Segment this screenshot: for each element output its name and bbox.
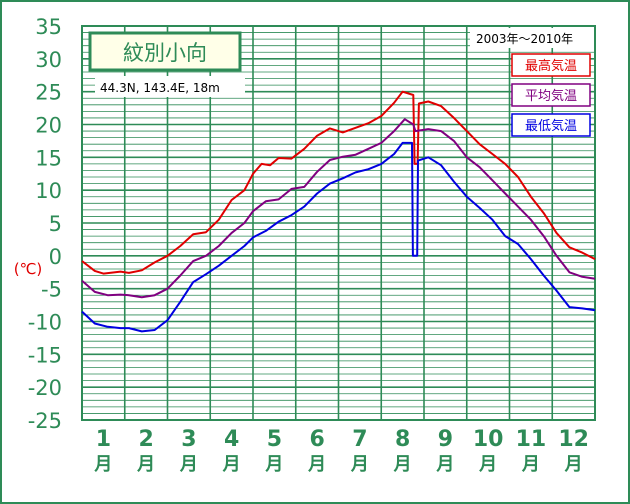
x-tick-month-number: 5: [267, 427, 282, 452]
chart-period: 2003年〜2010年: [476, 32, 573, 46]
y-tick-label: 20: [35, 114, 62, 138]
x-tick-month-number: 1: [96, 427, 111, 452]
y-axis-unit: (℃): [14, 260, 43, 278]
chart-subtitle: 44.3N, 143.4E, 18m: [100, 81, 220, 95]
y-tick-label: 5: [49, 212, 62, 236]
y-tick-label: -20: [28, 376, 62, 400]
legend-box-3: [511, 113, 591, 137]
x-tick-month-unit: 月: [350, 454, 369, 475]
x-tick-month-unit: 月: [136, 454, 155, 475]
subtitle-box: 44.3N, 143.4E, 18m: [95, 76, 245, 97]
x-tick-month-number: 12: [558, 427, 589, 452]
title-box-border: [88, 31, 242, 72]
y-tick-label: 35: [35, 15, 62, 39]
period-box-bg: [470, 28, 594, 48]
x-tick-month-unit: 月: [179, 454, 198, 475]
x-tick-month-unit: 月: [93, 454, 112, 475]
x-tick-month-number: 8: [395, 427, 410, 452]
x-tick-month-number: 6: [309, 427, 324, 452]
y-tick-label: 25: [35, 81, 62, 105]
legend-box-1: [511, 53, 591, 77]
series-lines: [81, 90, 596, 333]
y-tick-label: 10: [35, 179, 62, 203]
y-tick-label: -25: [28, 409, 62, 433]
y-tick-label: 0: [49, 245, 62, 269]
series-line-3: [81, 141, 596, 333]
subtitle-box-bg: [95, 76, 245, 97]
x-tick-month-number: 7: [352, 427, 367, 452]
chart-title: 紋別小向: [123, 41, 207, 65]
x-tick-month-unit: 月: [393, 454, 412, 475]
y-tick-label: 30: [35, 48, 62, 72]
x-tick-month-number: 11: [516, 427, 547, 452]
y-tick-label: -5: [41, 278, 62, 302]
x-tick-month-number: 3: [181, 427, 196, 452]
x-tick-month-unit: 月: [564, 454, 583, 475]
y-tick-label: -10: [28, 311, 62, 335]
plot-border: [81, 25, 596, 421]
x-tick-month-unit: 月: [307, 454, 326, 475]
x-tick-month-number: 9: [438, 427, 453, 452]
x-tick-month-unit: 月: [521, 454, 540, 475]
y-tick-label: 15: [35, 146, 62, 170]
x-tick-month-unit: 月: [478, 454, 497, 475]
x-tick-month-unit: 月: [222, 454, 241, 475]
y-axis-tick-labels: 35 30 25 20 15 10 5 0 -5 -10 -15 -20 -25: [28, 15, 62, 433]
x-tick-month-unit: 月: [264, 454, 283, 475]
period-box: 2003年〜2010年: [470, 28, 594, 48]
series-line-1: [81, 90, 596, 275]
legend-label-3: 最低気温: [525, 118, 577, 134]
series-line-2: [81, 118, 596, 299]
legend-label-2: 平均気温: [525, 88, 577, 104]
x-tick-month-number: 4: [224, 427, 239, 452]
legend-label-1: 最高気温: [525, 58, 577, 74]
title-box: 紋別小向: [88, 31, 242, 72]
x-tick-month-number: 2: [138, 427, 153, 452]
y-tick-label: -15: [28, 343, 62, 367]
x-tick-month-unit: 月: [435, 454, 454, 475]
x-tick-month-number: 10: [473, 427, 504, 452]
legend-box-2: [511, 83, 591, 107]
